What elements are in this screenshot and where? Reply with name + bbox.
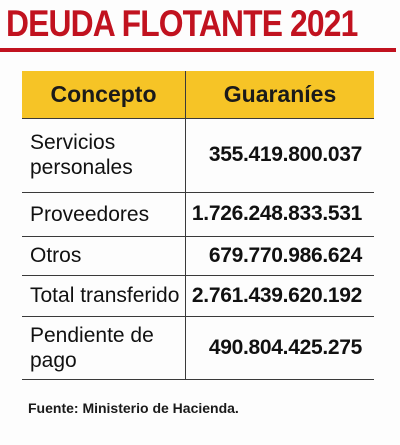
- concept-cell: Proveedores: [22, 192, 186, 237]
- amount-cell: 679.770.986.624: [185, 236, 374, 276]
- table-row: Servicios personales 355.419.800.037: [22, 118, 374, 193]
- table-header-row: Concepto Guaraníes: [22, 71, 374, 119]
- amount-cell: 1.726.248.833.531: [185, 192, 374, 237]
- column-header-guaranies: Guaraníes: [185, 71, 374, 119]
- amount-cell: 355.419.800.037: [185, 118, 374, 193]
- table-row: Total transferido 2.761.439.620.192: [22, 275, 374, 317]
- column-header-concepto: Concepto: [22, 71, 186, 119]
- title-bar: DEUDA FLOTANTE 2021: [0, 0, 396, 52]
- concept-cell: Total transferido: [22, 275, 186, 317]
- concept-cell: Servicios personales: [22, 118, 186, 193]
- concept-cell: Pendiente de pago: [22, 316, 186, 380]
- amount-cell: 2.761.439.620.192: [185, 275, 374, 317]
- source-note: Fuente: Ministerio de Hacienda.: [28, 400, 239, 416]
- concept-cell: Otros: [22, 236, 186, 276]
- table-row: Pendiente de pago 490.804.425.275: [22, 316, 374, 380]
- page-title: DEUDA FLOTANTE 2021: [6, 3, 358, 44]
- table-row: Otros 679.770.986.624: [22, 236, 374, 276]
- amount-cell: 490.804.425.275: [185, 316, 374, 380]
- table-row: Proveedores 1.726.248.833.531: [22, 192, 374, 237]
- debt-table: Concepto Guaraníes Servicios personales …: [22, 71, 374, 380]
